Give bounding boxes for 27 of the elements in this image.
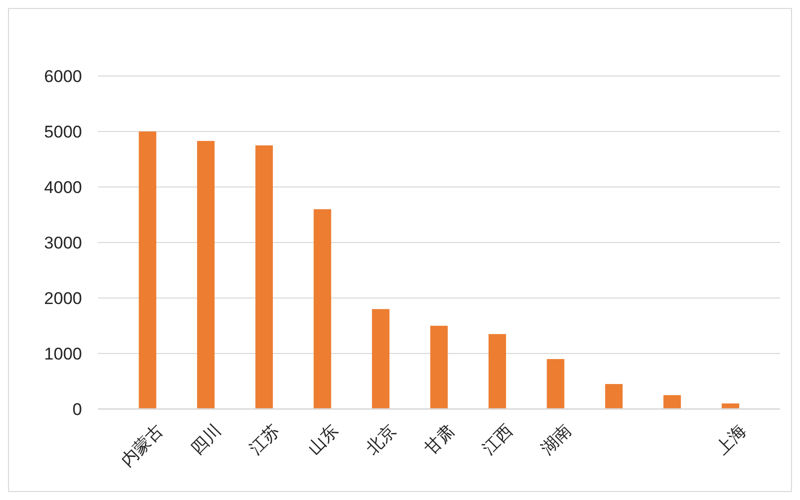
bar [605, 384, 623, 409]
bar [255, 145, 273, 409]
bar [663, 395, 681, 409]
bar [197, 140, 215, 409]
y-tick-label: 0 [72, 400, 82, 419]
y-tick-label: 6000 [44, 66, 82, 86]
bar [314, 209, 332, 409]
bar [430, 326, 448, 409]
y-tick-label: 5000 [44, 122, 82, 142]
x-tick-label: 江西 [479, 420, 517, 458]
x-tick-label: 江苏 [246, 420, 284, 458]
bar [722, 403, 740, 409]
x-tick-label: 湖南 [537, 420, 575, 458]
y-tick-label: 1000 [44, 344, 82, 364]
x-tick-label: 北京 [362, 420, 400, 458]
y-tick-label: 3000 [44, 233, 82, 252]
bar [488, 334, 506, 409]
x-tick-label: 山东 [304, 420, 342, 458]
bar [546, 359, 564, 409]
x-tick-label: 上海 [712, 420, 750, 458]
x-tick-label: 内蒙古 [117, 420, 167, 470]
bar [138, 132, 156, 409]
y-tick-label: 2000 [44, 288, 82, 308]
bar [372, 309, 390, 409]
x-tick-label: 四川 [188, 420, 226, 458]
x-tick-label: 甘肃 [420, 420, 458, 458]
y-tick-label: 4000 [44, 178, 82, 197]
